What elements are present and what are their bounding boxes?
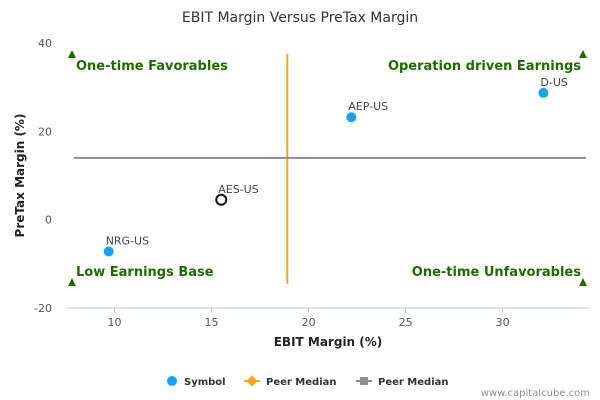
quadrant-label: One-time Favorables [76, 59, 228, 74]
y-tick-label: 20 [38, 125, 52, 138]
quadrant-label: Low Earnings Base [76, 265, 214, 280]
y-tick-label: 0 [45, 214, 52, 227]
x-tick-label: 20 [302, 316, 316, 329]
x-tick-label: 30 [496, 316, 510, 329]
data-point[interactable] [103, 246, 114, 257]
axes: 10 15 20 25 30 -20 0 20 40 [34, 37, 590, 329]
legend-symbol-marker [167, 376, 177, 386]
corner-triangle-marker [68, 278, 76, 286]
data-point-label: AEP-US [348, 100, 388, 113]
legend-label: Symbol [184, 377, 226, 388]
data-point[interactable] [346, 112, 357, 123]
x-tick-label: 25 [399, 316, 413, 329]
data-point[interactable] [538, 87, 549, 98]
data-point-label: AES-US [218, 183, 258, 196]
data-point-label: NRG-US [106, 234, 149, 247]
x-tick-label: 10 [108, 316, 122, 329]
quadrant-label: One-time Unfavorables [412, 265, 581, 280]
corner-triangle-marker [579, 50, 587, 58]
y-axis-title: PreTax Margin (%) [13, 114, 27, 238]
credit-text: www.capitalcube.com [481, 388, 590, 399]
x-axis-title: EBIT Margin (%) [274, 335, 383, 349]
y-tick-label: 40 [38, 37, 52, 50]
corner-triangle-marker [68, 50, 76, 58]
data-points: NRG-US AES-US AEP-US D-US [103, 76, 568, 257]
x-tick-label: 15 [205, 316, 219, 329]
quadrant-label: Operation driven Earnings [388, 59, 581, 74]
legend-gray-square [360, 377, 368, 385]
legend-label: Peer Median [266, 377, 337, 388]
quadrant-labels: One-time Favorables Operation driven Earn… [68, 50, 587, 286]
legend-label: Peer Median [378, 377, 449, 388]
legend: Symbol Peer Median Peer Median [167, 375, 449, 388]
chart-title: EBIT Margin Versus PreTax Margin [182, 10, 418, 26]
y-tick-label: -20 [34, 302, 52, 315]
peer-median-lines [74, 54, 586, 284]
data-point-highlighted[interactable] [215, 193, 228, 206]
data-point-label: D-US [540, 76, 567, 89]
corner-triangle-marker [579, 278, 587, 286]
legend-orange-diamond [246, 375, 258, 387]
